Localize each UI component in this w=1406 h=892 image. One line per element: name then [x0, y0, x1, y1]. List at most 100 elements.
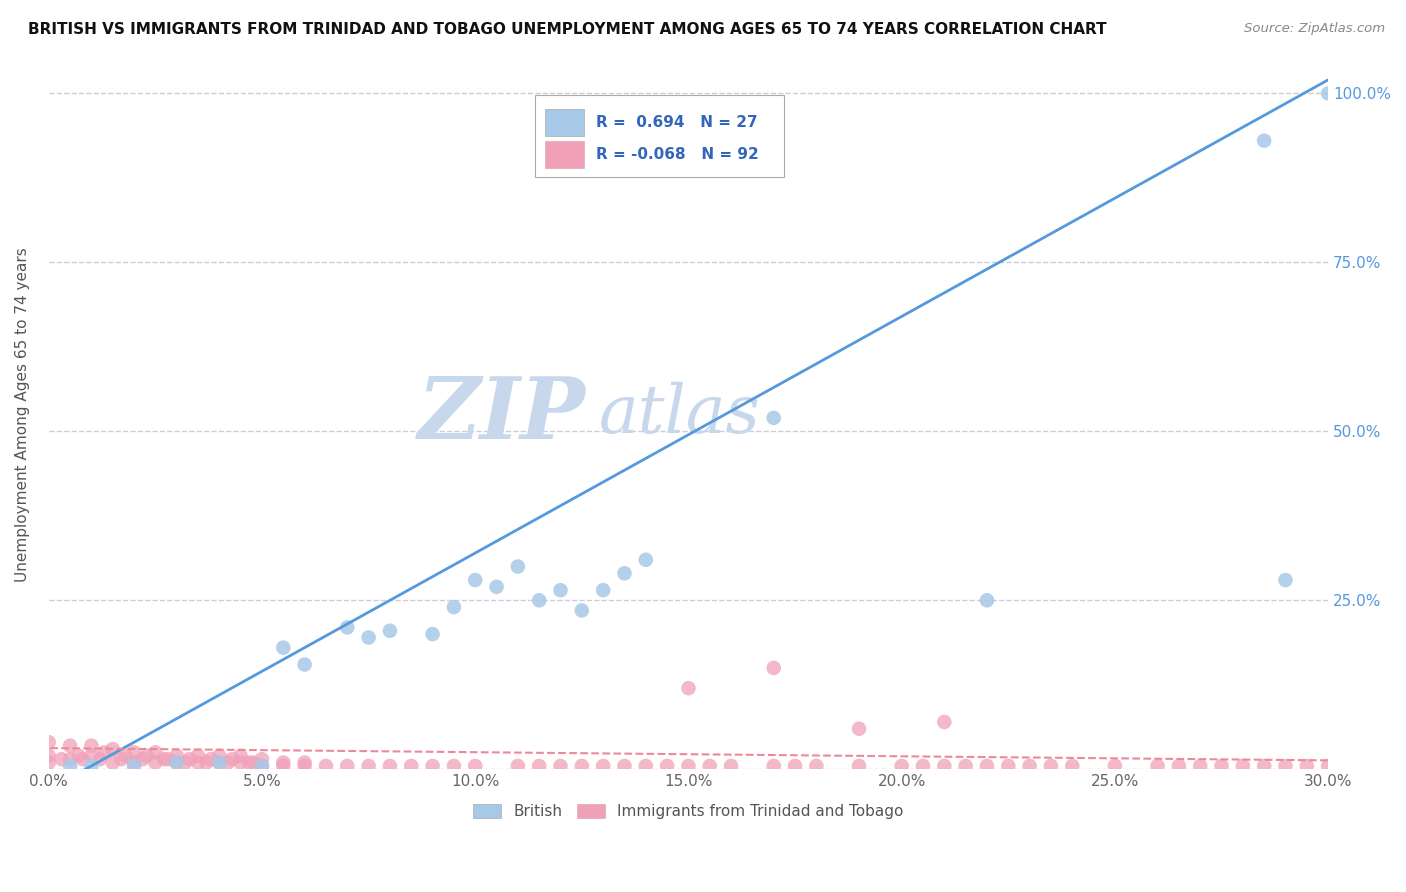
Point: [294, 756, 316, 770]
Point: [634, 553, 657, 567]
Point: [613, 566, 636, 581]
FancyBboxPatch shape: [546, 141, 583, 169]
Point: [242, 756, 264, 770]
Point: [1274, 759, 1296, 773]
Point: [122, 756, 145, 770]
Point: [357, 631, 380, 645]
Y-axis label: Unemployment Among Ages 65 to 74 years: Unemployment Among Ages 65 to 74 years: [15, 247, 30, 582]
Point: [110, 752, 132, 766]
Point: [166, 748, 188, 763]
Point: [208, 756, 231, 770]
Point: [1232, 759, 1254, 773]
Point: [1189, 759, 1212, 773]
Point: [955, 759, 977, 773]
Point: [506, 559, 529, 574]
Point: [122, 746, 145, 760]
Point: [38, 735, 60, 749]
Point: [250, 759, 273, 773]
Point: [634, 759, 657, 773]
Point: [762, 410, 785, 425]
Point: [592, 759, 614, 773]
Point: [38, 756, 60, 770]
Point: [678, 759, 700, 773]
Point: [550, 759, 572, 773]
Point: [527, 759, 550, 773]
Point: [1317, 759, 1340, 773]
Text: ZIP: ZIP: [418, 373, 586, 456]
Point: [217, 756, 239, 770]
Point: [550, 583, 572, 598]
Point: [51, 752, 73, 766]
Point: [271, 759, 294, 773]
Point: [195, 756, 218, 770]
Point: [762, 661, 785, 675]
Point: [422, 627, 444, 641]
Point: [1167, 759, 1189, 773]
Point: [200, 752, 222, 766]
Point: [72, 752, 94, 766]
Point: [67, 748, 90, 763]
Point: [678, 681, 700, 696]
Point: [997, 759, 1019, 773]
Text: atlas: atlas: [599, 382, 761, 447]
Point: [166, 756, 188, 770]
Point: [80, 759, 103, 773]
Point: [336, 759, 359, 773]
Point: [1253, 134, 1275, 148]
Point: [1317, 87, 1340, 101]
Point: [80, 739, 103, 753]
Point: [229, 756, 252, 770]
Point: [80, 748, 103, 763]
Point: [571, 603, 593, 617]
Point: [699, 759, 721, 773]
Point: [1295, 759, 1317, 773]
Point: [38, 748, 60, 763]
Point: [336, 620, 359, 634]
Point: [179, 752, 201, 766]
FancyBboxPatch shape: [546, 109, 583, 136]
Point: [783, 759, 806, 773]
Point: [1104, 759, 1126, 773]
Text: Source: ZipAtlas.com: Source: ZipAtlas.com: [1244, 22, 1385, 36]
Point: [187, 756, 209, 770]
Point: [485, 580, 508, 594]
Point: [101, 756, 124, 770]
Point: [294, 759, 316, 773]
FancyBboxPatch shape: [534, 95, 785, 177]
Point: [378, 624, 401, 638]
Point: [250, 752, 273, 766]
Point: [315, 759, 337, 773]
Point: [229, 748, 252, 763]
Point: [422, 759, 444, 773]
Point: [59, 752, 82, 766]
Point: [613, 759, 636, 773]
Point: [157, 752, 180, 766]
Point: [93, 746, 115, 760]
Point: [378, 759, 401, 773]
Point: [1062, 759, 1084, 773]
Point: [976, 759, 998, 773]
Point: [135, 748, 157, 763]
Point: [208, 756, 231, 770]
Text: R =  0.694   N = 27: R = 0.694 N = 27: [596, 114, 758, 129]
Point: [464, 573, 486, 587]
Point: [506, 759, 529, 773]
Point: [443, 759, 465, 773]
Point: [443, 600, 465, 615]
Point: [1274, 573, 1296, 587]
Point: [153, 752, 176, 766]
Point: [464, 759, 486, 773]
Text: BRITISH VS IMMIGRANTS FROM TRINIDAD AND TOBAGO UNEMPLOYMENT AMONG AGES 65 TO 74 : BRITISH VS IMMIGRANTS FROM TRINIDAD AND …: [28, 22, 1107, 37]
Point: [122, 759, 145, 773]
Point: [976, 593, 998, 607]
Point: [357, 759, 380, 773]
Point: [934, 714, 956, 729]
Point: [145, 746, 167, 760]
Point: [806, 759, 828, 773]
Point: [655, 759, 678, 773]
Point: [720, 759, 742, 773]
Point: [166, 756, 188, 770]
Point: [221, 752, 243, 766]
Point: [250, 759, 273, 773]
Point: [848, 722, 870, 736]
